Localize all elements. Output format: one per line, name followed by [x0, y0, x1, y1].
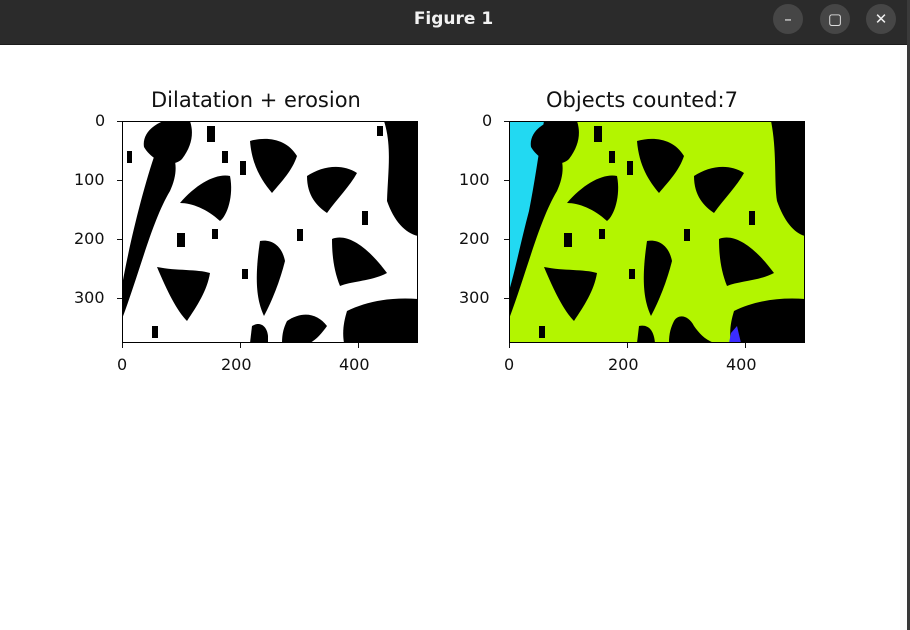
plot-1-xtick-label: 200: [221, 355, 252, 374]
plot-2-ytick-label: 100: [459, 170, 490, 189]
plot-2-image: [509, 121, 805, 343]
maximize-icon: ▢: [827, 10, 843, 28]
plot-1-ytick-label: 200: [74, 229, 105, 248]
plot-1-axes-frame: [122, 121, 418, 343]
plot-2-xtick-mark: [745, 343, 746, 348]
plot-2-ytick-mark: [504, 239, 509, 240]
plot-1-ytick-mark: [117, 121, 122, 122]
plot-1-xtick-mark: [358, 343, 359, 348]
plot-1-image: [122, 121, 418, 343]
plot-1-ytick-label: 100: [74, 170, 105, 189]
plot-1-xtick-mark: [122, 343, 123, 348]
close-icon: ✕: [874, 10, 888, 28]
plot-1-ytick-mark: [117, 239, 122, 240]
plot-1-ytick-label: 300: [74, 288, 105, 307]
plot-2-title: Objects counted:7: [546, 88, 738, 112]
close-button[interactable]: ✕: [866, 4, 896, 34]
plot-1-xtick-mark: [240, 343, 241, 348]
plot-2-xtick-label: 0: [504, 355, 515, 374]
plot-2-ytick-label: 0: [482, 111, 493, 130]
plot-2-xtick-label: 400: [726, 355, 757, 374]
plot-1-xtick-label: 0: [117, 355, 128, 374]
plot-1-ytick-mark: [117, 298, 122, 299]
plot-1-title: Dilatation + erosion: [151, 88, 361, 112]
plot-1-ytick-mark: [117, 180, 122, 181]
plot-2-ytick-label: 300: [459, 288, 490, 307]
maximize-button[interactable]: ▢: [820, 4, 850, 34]
plot-2-ytick-label: 200: [459, 229, 490, 248]
plot-1-ytick-label: 0: [95, 111, 106, 130]
figure-canvas: Dilatation + erosion: [0, 45, 907, 630]
window-title: Figure 1: [413, 9, 494, 29]
plot-2-ytick-mark: [504, 121, 509, 122]
plot-2-ytick-mark: [504, 298, 509, 299]
plot-2-xtick-mark: [627, 343, 628, 348]
minimize-icon: –: [784, 10, 792, 28]
window-border: [907, 0, 910, 630]
minimize-button[interactable]: –: [773, 4, 803, 34]
window-titlebar[interactable]: Figure 1 – ▢ ✕: [0, 0, 907, 45]
plot-2-xtick-mark: [509, 343, 510, 348]
plot-2-xtick-label: 200: [608, 355, 639, 374]
plot-2-axes-frame: [509, 121, 805, 343]
plot-1-xtick-label: 400: [339, 355, 370, 374]
plot-2-ytick-mark: [504, 180, 509, 181]
